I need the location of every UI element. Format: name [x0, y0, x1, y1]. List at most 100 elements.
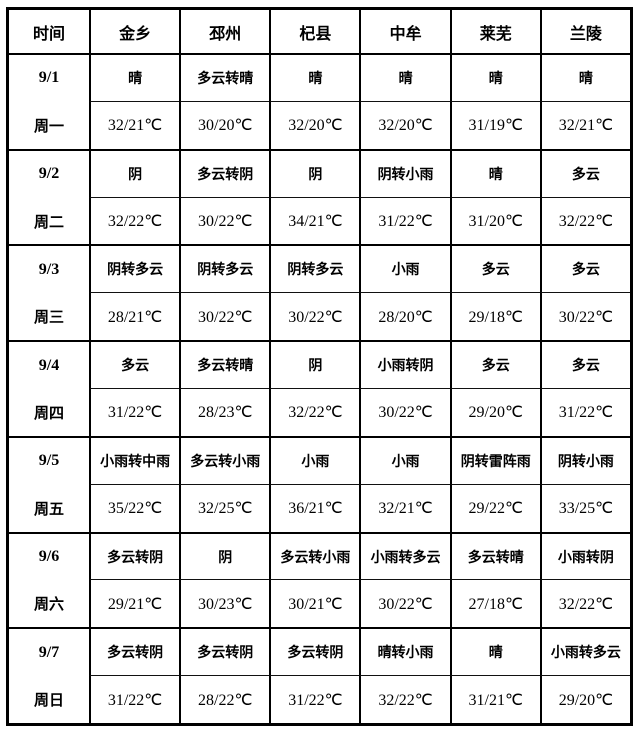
temperature-cell: 29/20℃: [449, 389, 540, 436]
temperature-cell: 28/22℃: [179, 676, 269, 724]
temperature-cell: 30/23℃: [179, 580, 269, 628]
temperature-cell: 34/21℃: [269, 197, 359, 245]
weekday-label: 周六: [33, 596, 64, 614]
city-column-header: 金乡: [89, 10, 179, 53]
weather-cell: 阴: [269, 150, 360, 198]
temperature-cell: 28/21℃: [89, 293, 179, 341]
weekday-label: 周三: [33, 309, 64, 327]
temperature-cell: 32/22℃: [539, 197, 630, 245]
weather-cell: 阴转小雨: [359, 150, 450, 198]
time-cell: 9/5 周五: [9, 438, 89, 532]
temperature-cell: 27/18℃: [449, 580, 540, 628]
temperature-cell: 31/22℃: [89, 676, 179, 724]
temperature-cell: 32/21℃: [359, 484, 449, 532]
temperature-cell: 29/22℃: [449, 484, 540, 532]
temperature-cell: 35/22℃: [89, 484, 179, 532]
date-label: 9/6: [38, 548, 60, 566]
weekday-label: 周一: [33, 117, 64, 135]
temperature-cell: 31/21℃: [449, 676, 540, 724]
weather-cell: 小雨转中雨: [89, 437, 180, 485]
date-label: 9/7: [38, 643, 60, 661]
weather-cell: 阴: [179, 533, 270, 581]
weather-cell: 晴: [359, 55, 450, 102]
temperature-cell: 32/21℃: [539, 101, 630, 149]
weather-cell: 小雨转多云: [359, 533, 450, 581]
date-label: 9/5: [38, 452, 60, 470]
weather-cell: 多云转小雨: [179, 437, 270, 485]
weather-cell: 小雨: [359, 437, 450, 485]
weather-cell: 阴转小雨: [539, 437, 630, 485]
weather-cell: 小雨转阴: [539, 533, 630, 581]
time-cell: 9/7 周日: [9, 629, 89, 723]
temperature-cell: 32/22℃: [269, 389, 359, 436]
time-cell: 9/1 周一: [9, 55, 89, 149]
temperature-cell: 31/19℃: [449, 101, 540, 149]
temperature-cell: 30/21℃: [269, 580, 359, 628]
weather-cell: 多云: [89, 342, 180, 390]
weather-cell: 多云: [539, 150, 630, 198]
city-column-header: 杞县: [269, 10, 359, 53]
weather-cell: 小雨转多云: [539, 629, 630, 677]
weather-cell: 晴: [269, 55, 360, 102]
city-column-header: 莱芜: [449, 10, 540, 53]
temperature-cell: 29/18℃: [449, 293, 540, 341]
weather-cell: 多云: [449, 342, 540, 390]
day-row: 9/6 周六 多云转阴阴多云转小雨 小雨转多云 多云转晴 小雨转阴 29/21℃ 30/2…: [9, 531, 630, 628]
temperature-cell: 29/21℃: [89, 580, 179, 628]
weather-cell: 多云转阴: [269, 629, 360, 677]
weather-forecast-table: 时间 金乡 邳州 杞县 中牟 莱芜 兰陵 9/1 周一 晴多云转晴晴晴晴晴 32/21℃ 30…: [6, 7, 633, 726]
weather-cell: 晴: [449, 629, 540, 677]
day-row: 9/1 周一 晴多云转晴晴晴晴晴 32/21℃ 30/20℃ 32/20℃ 32/20℃…: [9, 53, 630, 149]
day-row: 9/3 周三 阴转多云 阴转多云 阴转多云 小雨 多云 多云 28/21℃ 30/22℃ 30/…: [9, 244, 630, 341]
temperature-cell: 32/20℃: [269, 101, 359, 149]
temperature-cell: 30/22℃: [539, 293, 630, 341]
day-row: 9/4 周四 多云 多云转晴阴小雨转阴 多云 多云 31/22℃ 28/23℃ 32/22℃…: [9, 340, 630, 436]
weekday-label: 周五: [33, 500, 64, 518]
temperature-cell: 28/20℃: [359, 293, 449, 341]
weather-cell: 小雨: [269, 437, 360, 485]
temperature-cell: 32/25℃: [179, 484, 269, 532]
temperature-cell: 30/22℃: [359, 580, 449, 628]
weekday-label: 周日: [33, 692, 64, 710]
city-column-header: 邳州: [179, 10, 269, 53]
city-column-header: 兰陵: [539, 10, 630, 53]
weather-cell: 多云转晴: [449, 533, 540, 581]
weather-cell: 阴转雷阵雨: [449, 437, 540, 485]
weather-cell: 晴: [539, 55, 630, 102]
weather-cell: 多云转小雨: [269, 533, 360, 581]
temperature-cell: 31/22℃: [269, 676, 359, 724]
temperature-cell: 28/23℃: [179, 389, 269, 436]
time-cell: 9/6 周六: [9, 534, 89, 628]
weather-cell: 多云: [449, 246, 540, 294]
weather-cell: 阴转多云: [269, 246, 360, 294]
date-label: 9/1: [38, 69, 60, 87]
weather-cell: 晴: [89, 55, 180, 102]
weather-cell: 阴: [269, 342, 360, 390]
weather-cell: 阴转多云: [89, 246, 180, 294]
temperature-cell: 33/25℃: [539, 484, 630, 532]
weather-cell: 晴: [449, 150, 540, 198]
temperature-cell: 31/22℃: [539, 389, 630, 436]
temperature-cell: 30/22℃: [179, 293, 269, 341]
temperature-cell: 36/21℃: [269, 484, 359, 532]
temperature-cell: 32/22℃: [359, 676, 449, 724]
weather-cell: 晴转小雨: [359, 629, 450, 677]
weather-cell: 多云: [539, 342, 630, 390]
temperature-cell: 32/22℃: [89, 197, 179, 245]
date-label: 9/3: [38, 260, 60, 278]
weather-cell: 阴转多云: [179, 246, 270, 294]
weather-cell: 多云转阴: [179, 150, 270, 198]
weather-cell: 多云转阴: [89, 533, 180, 581]
temperature-cell: 30/22℃: [179, 197, 269, 245]
weather-cell: 多云转阴: [89, 629, 180, 677]
temperature-cell: 30/20℃: [179, 101, 269, 149]
temperature-cell: 31/22℃: [359, 197, 449, 245]
temperature-cell: 32/21℃: [89, 101, 179, 149]
date-label: 9/2: [38, 165, 60, 183]
weather-cell: 小雨: [359, 246, 450, 294]
day-row: 9/7 周日 多云转阴 多云转阴 多云转阴 晴转小雨晴小雨转多云 31/22℃ 28/22…: [9, 627, 630, 724]
temperature-cell: 32/20℃: [359, 101, 449, 149]
time-cell: 9/4 周四: [9, 342, 89, 436]
weather-cell: 多云: [539, 246, 630, 294]
time-column-header: 时间: [32, 25, 65, 43]
